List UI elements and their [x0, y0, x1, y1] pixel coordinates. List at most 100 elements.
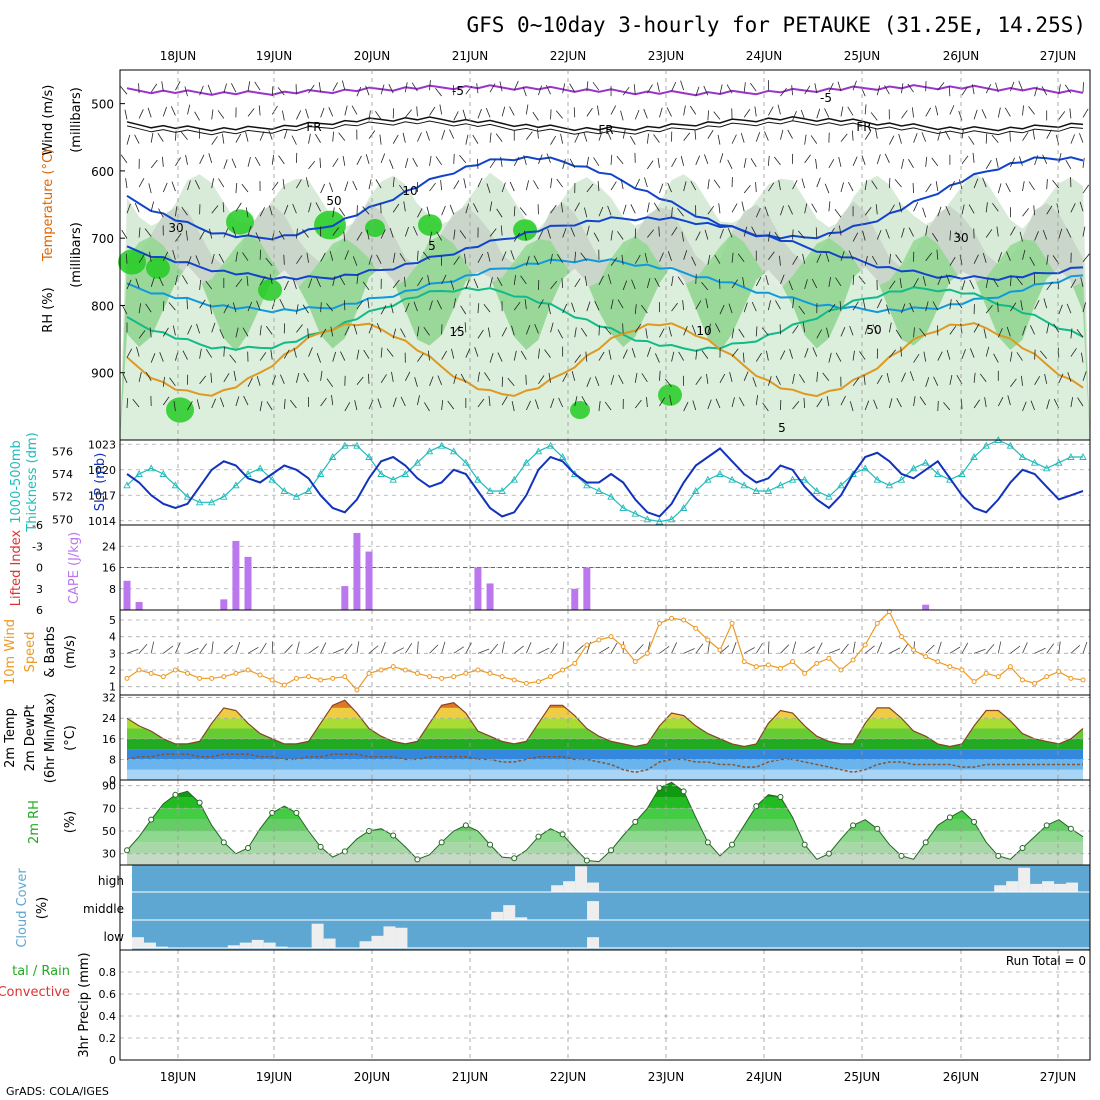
wind-barb — [558, 397, 564, 408]
wind-barb — [265, 257, 273, 266]
wind-barb — [126, 348, 133, 358]
wind-barb — [571, 371, 576, 381]
wind-barb — [489, 277, 493, 288]
wind-barb — [388, 84, 394, 94]
wind-barb — [899, 277, 902, 288]
wind-barb — [925, 156, 928, 167]
wind-barb — [534, 323, 539, 334]
wind-barb — [848, 250, 854, 260]
wind-barb — [755, 207, 761, 218]
wind-barb — [864, 131, 871, 140]
thickness-point — [982, 441, 990, 449]
wind10-point — [1068, 675, 1074, 681]
thickness-point — [232, 481, 240, 489]
wind-barb — [937, 401, 939, 412]
wind10-tick-label: 5 — [109, 614, 116, 627]
wind-barb — [840, 395, 846, 406]
wind-barb — [376, 323, 382, 333]
contour-label: 10 — [402, 184, 417, 198]
wind-barb — [319, 157, 322, 168]
wind-barb — [719, 304, 725, 315]
wind-barb — [620, 179, 624, 190]
wind-barb — [145, 371, 152, 381]
wind-barb — [487, 327, 491, 338]
wind10-barb — [247, 646, 259, 654]
wind-barb — [596, 105, 600, 116]
wind-barb — [429, 300, 433, 311]
wind-barb — [592, 81, 600, 91]
wind-barb — [705, 298, 709, 309]
wind-barb — [211, 253, 215, 264]
wind-barb — [211, 398, 216, 409]
cape-tick-label: 16 — [102, 562, 116, 575]
cloud-low-bar — [359, 941, 372, 948]
wind-barb — [984, 397, 987, 408]
wind-barb — [664, 378, 672, 388]
cloud-high-bar — [551, 885, 564, 892]
wind-barb — [659, 328, 665, 338]
wind-barb — [1044, 373, 1048, 384]
wind-barb — [973, 178, 979, 189]
contour-label: FR — [306, 120, 321, 134]
wind-barb — [489, 159, 496, 169]
wind-barb — [767, 376, 772, 386]
wind-barb — [356, 349, 360, 360]
wind-barb — [1079, 133, 1084, 143]
wind-barb — [496, 276, 503, 287]
bottom-date-label: 27JUN — [1040, 1070, 1077, 1084]
rh2m-label: (%) — [63, 811, 78, 834]
wind-barb — [703, 85, 709, 96]
wind10-barb — [417, 641, 419, 654]
wind-barb — [762, 402, 769, 412]
temp-line — [126, 699, 1084, 748]
wind-barb — [453, 374, 457, 384]
wind-barb — [489, 132, 492, 143]
wind-barb — [320, 252, 326, 262]
wind-barb — [1028, 181, 1035, 191]
wind10-barb — [683, 648, 695, 654]
wind10-barb — [453, 646, 465, 654]
wind-barb — [1058, 373, 1064, 383]
wind-barb — [211, 322, 216, 333]
wind-barb — [126, 398, 129, 409]
wind-barb — [695, 86, 700, 97]
wind-barb — [901, 227, 905, 238]
wind-barb — [997, 183, 1002, 194]
rh-point — [245, 845, 252, 851]
wind-barb — [971, 84, 975, 95]
wind-barb — [255, 232, 261, 242]
temp-band — [127, 707, 1083, 719]
wind-barb — [668, 326, 672, 337]
wind-barb — [775, 300, 781, 310]
cape-bar — [583, 567, 591, 610]
wind-barb — [318, 82, 322, 93]
wind-barb — [695, 273, 697, 284]
wind-barb — [1079, 201, 1084, 212]
wind-barb — [352, 256, 358, 266]
wind-barb — [631, 347, 636, 358]
wind-barb — [1032, 129, 1035, 140]
wind-barb — [365, 154, 370, 164]
wind-barb — [1042, 229, 1048, 240]
wind-barb — [1058, 153, 1062, 163]
wind-barb — [852, 274, 855, 285]
wind-barb — [731, 328, 735, 339]
wind-barb — [775, 375, 781, 385]
wind-barb — [245, 131, 249, 142]
wind-barb — [296, 110, 302, 120]
wind-barb — [175, 81, 181, 91]
wind-barb — [671, 275, 674, 286]
wind-barb — [362, 281, 370, 291]
wind-barb — [1030, 325, 1035, 335]
wind-barb — [462, 109, 467, 120]
rh2m-label: 2m RH — [27, 800, 42, 844]
wind-barb — [513, 80, 519, 91]
wind-barb — [315, 202, 321, 212]
wind-barb — [465, 134, 469, 145]
thickness-point — [558, 453, 567, 460]
bottom-date-label: 19JUN — [256, 1070, 293, 1084]
wind-barb — [780, 129, 784, 140]
wind-barb — [750, 82, 757, 92]
wind-barb — [933, 376, 939, 386]
wind-barb — [449, 204, 455, 215]
